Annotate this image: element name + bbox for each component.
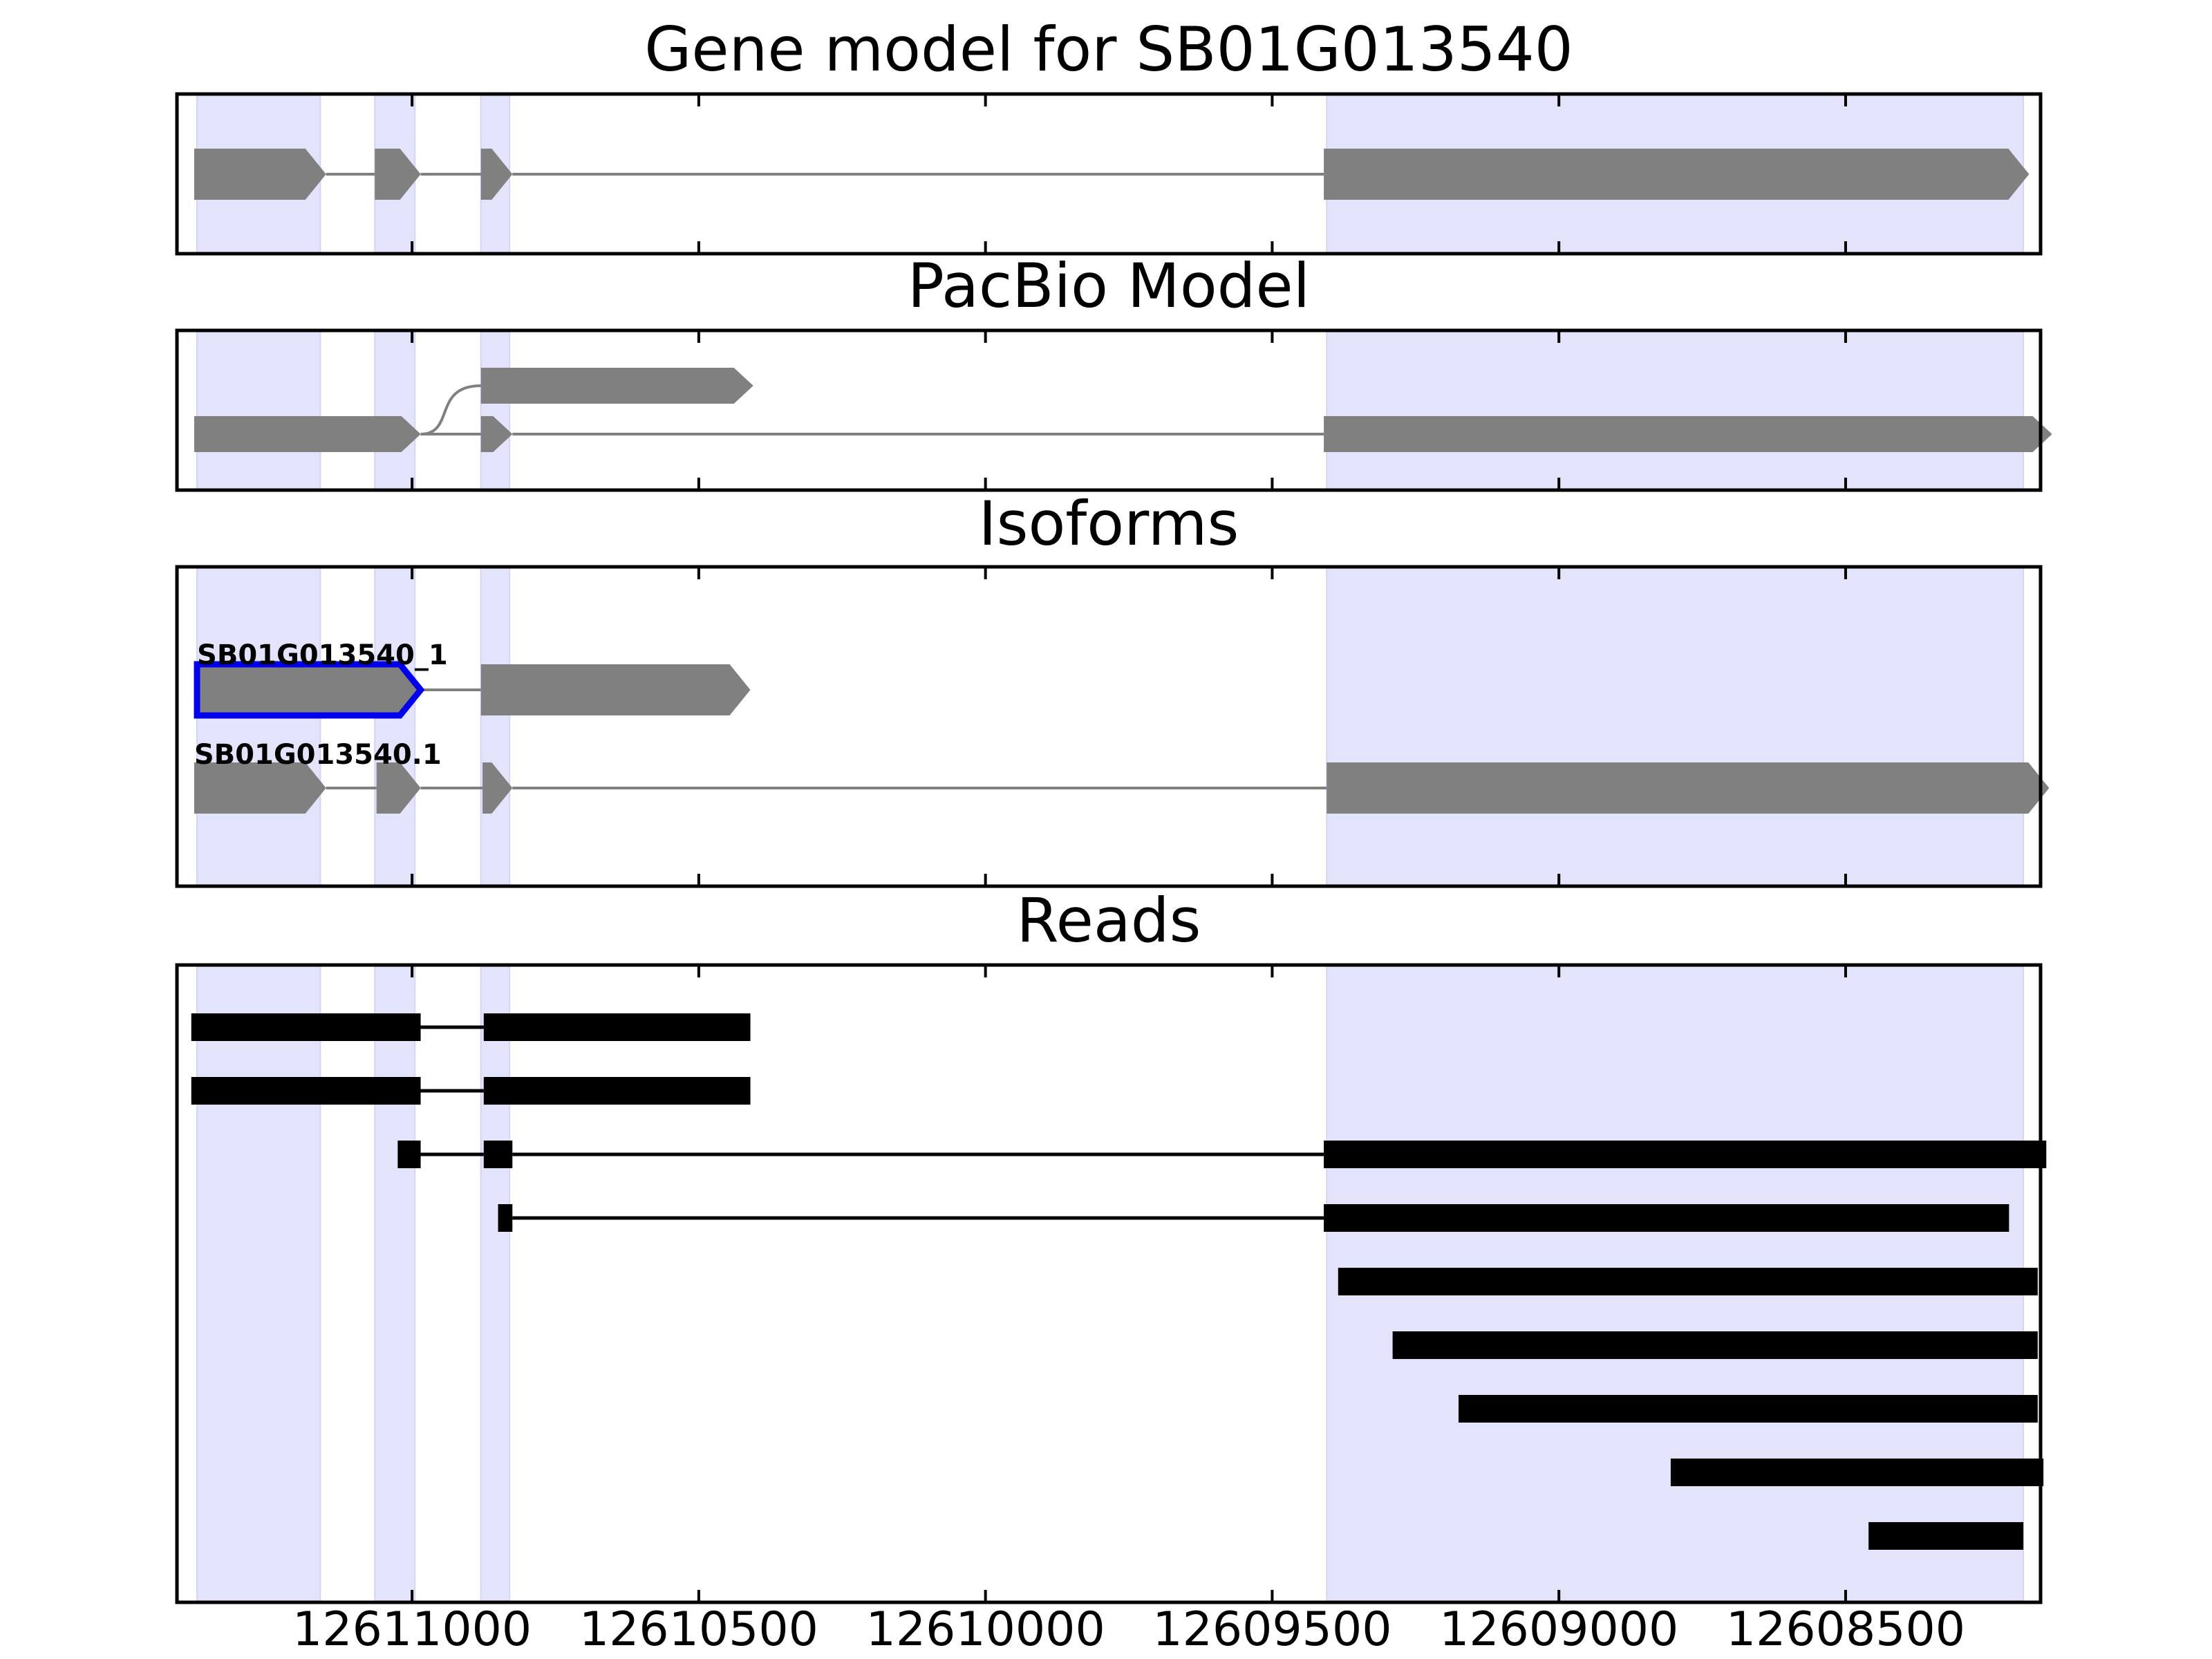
exon-block <box>375 149 421 200</box>
exon-block <box>482 762 513 814</box>
read-block <box>1392 1331 2038 1359</box>
panel-title: PacBio Model <box>908 250 1310 321</box>
highlight-region <box>196 330 321 491</box>
read-block <box>498 1204 513 1232</box>
exon-block <box>1324 149 2030 200</box>
read-block <box>191 1077 421 1105</box>
highlight-region <box>480 330 511 491</box>
read-block <box>1338 1268 2038 1295</box>
transcript-track <box>194 416 2052 452</box>
read-alignment <box>1459 1395 2038 1423</box>
read-block <box>483 1077 751 1105</box>
panel-frame <box>175 92 2043 256</box>
exon-block <box>194 661 425 719</box>
plot-root: Gene model for SB01G013540 PacBio Model Is… <box>175 14 2052 1657</box>
read-block <box>1670 1459 2044 1486</box>
transcript-track <box>194 149 2030 200</box>
read-block <box>397 1141 421 1168</box>
read-block <box>483 1013 751 1041</box>
exon-block <box>480 149 513 200</box>
panel-title: Isoforms <box>979 488 1239 559</box>
read-block <box>191 1013 421 1041</box>
transcript-track: SB01G013540_1 <box>194 639 751 719</box>
read-alignment <box>1392 1331 2038 1359</box>
panel-pacbio-model: PacBio Model <box>175 250 2052 492</box>
x-tick-label: 12609000 <box>1439 1602 1678 1657</box>
exon-block <box>194 149 326 200</box>
x-tick-label: 12610500 <box>579 1602 818 1657</box>
exon-block <box>480 416 513 452</box>
exon-block <box>1327 762 2050 814</box>
highlight-region <box>1326 566 2025 887</box>
read-alignment <box>1670 1459 2044 1486</box>
x-tick-label: 12608500 <box>1726 1602 1965 1657</box>
read-alignment <box>1338 1268 2038 1295</box>
splice-branch-line <box>420 384 481 435</box>
highlight-region <box>1326 330 2025 491</box>
x-tick-label: 12611000 <box>292 1602 532 1657</box>
read-alignment <box>1868 1522 2024 1550</box>
exon-block <box>376 762 421 814</box>
panel-frame <box>175 328 2043 492</box>
exon-block <box>480 664 751 715</box>
read-alignment <box>498 1204 2009 1232</box>
highlight-region <box>374 566 416 887</box>
x-tick-label: 12609500 <box>1152 1602 1391 1657</box>
read-alignment <box>191 1077 751 1105</box>
highlight-region <box>374 330 416 491</box>
highlight-region <box>480 964 511 1603</box>
highlight-region <box>480 566 511 887</box>
panel-gene-model: Gene model for SB01G013540 <box>175 14 2043 256</box>
highlight-region <box>374 964 416 1603</box>
read-block <box>483 1141 513 1168</box>
isoform-label: SB01G013540_1 <box>197 639 448 671</box>
exon-block <box>1324 416 2052 452</box>
exon-block <box>194 416 421 452</box>
read-block <box>1324 1204 2009 1232</box>
read-block <box>1459 1395 2038 1423</box>
x-tick-label: 12610000 <box>866 1602 1105 1657</box>
transcript-track: SB01G013540.1 <box>194 739 2050 814</box>
read-alignment <box>191 1013 751 1041</box>
panel-frame <box>175 565 2043 888</box>
exon-block <box>194 762 326 814</box>
panel-frame <box>175 963 2043 1604</box>
highlight-region <box>196 964 321 1603</box>
read-alignment <box>397 1141 2047 1168</box>
transcript-track <box>420 368 753 435</box>
x-axis-tick-labels: 12611000 12610500 12610000 12609500 12609000… <box>292 1602 1965 1657</box>
read-block <box>1324 1141 2047 1168</box>
highlight-region <box>196 566 321 887</box>
panel-isoforms: Isoforms SB01G013540_1 SB01G013540.1 <box>175 488 2050 888</box>
panel-reads: Reads <box>175 885 2047 1604</box>
isoform-label: SB01G013540.1 <box>194 739 442 771</box>
exon-block <box>480 368 753 404</box>
panel-title: Reads <box>1017 885 1201 956</box>
panel-title: Gene model for SB01G013540 <box>644 14 1573 85</box>
read-block <box>1868 1522 2024 1550</box>
